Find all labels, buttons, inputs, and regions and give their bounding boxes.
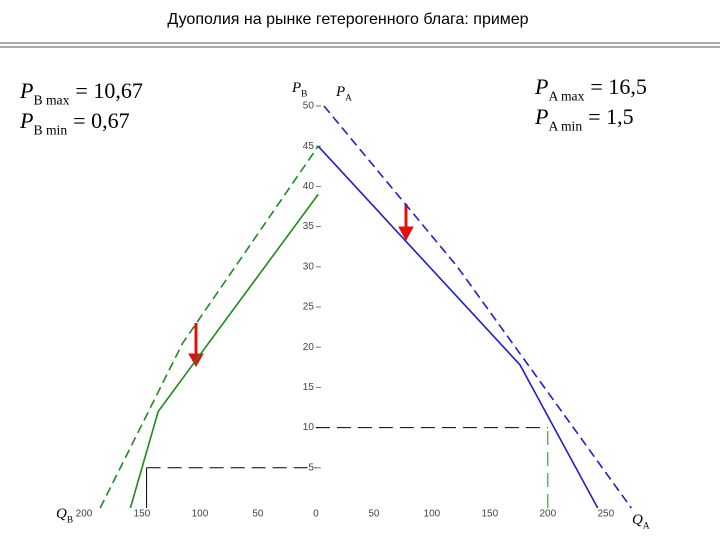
symbol: Q — [56, 506, 67, 522]
axis-label: QB — [56, 506, 73, 526]
annotation: PB min = 0,67 — [19, 108, 130, 138]
subscript: B min — [33, 123, 67, 138]
x-tick-label: 150 — [134, 509, 151, 520]
y-tick-label: 35 — [303, 221, 315, 232]
x-tick-label: 200 — [76, 509, 93, 520]
symbol: P — [19, 78, 33, 103]
annotation-value: = 10,67 — [75, 78, 142, 103]
x-tick-label: 0 — [313, 509, 319, 520]
x-tick-label: 250 — [597, 509, 614, 520]
subscript: A max — [548, 89, 584, 104]
symbol: P — [335, 84, 345, 100]
annotation-value: = 16,5 — [590, 74, 646, 99]
axis-label: PA — [335, 84, 352, 104]
x-tick-label: 50 — [368, 509, 380, 520]
annotation: PA max = 16,5 — [534, 74, 647, 104]
x-tick-label: 100 — [424, 509, 441, 520]
annotation-value: = 0,67 — [73, 108, 129, 133]
x-tick-label: 150 — [482, 509, 499, 520]
y-tick-label: 45 — [303, 141, 315, 152]
y-tick-label: 15 — [303, 382, 315, 393]
subscript: B — [301, 90, 307, 100]
subscript: A — [345, 94, 352, 104]
subscript: B max — [33, 93, 69, 108]
x-tick-label: 200 — [539, 509, 556, 520]
symbol: P — [291, 80, 301, 96]
x-tick-label: 100 — [192, 509, 209, 520]
y-tick-label: 30 — [303, 261, 315, 272]
annotation: PA min = 1,5 — [534, 104, 634, 134]
y-tick-label: 25 — [303, 302, 315, 313]
axis-label: QA — [632, 512, 650, 532]
curve — [99, 145, 319, 509]
symbol: P — [534, 104, 548, 129]
y-tick-label: 20 — [303, 342, 315, 353]
y-tick-label: 50 — [303, 101, 315, 112]
axis-label: PB — [291, 80, 307, 100]
subscript: A min — [548, 119, 582, 134]
x-tick-label: 50 — [252, 509, 264, 520]
symbol: P — [534, 74, 548, 99]
y-tick-label: 5 — [308, 462, 314, 473]
curve — [317, 145, 599, 509]
chart-title: Дуополия на рынке гетерогенного блага: п… — [167, 11, 528, 28]
curve — [129, 193, 319, 509]
y-tick-label: 10 — [303, 422, 315, 433]
annotation: PB max = 10,67 — [19, 78, 143, 108]
annotation-value: = 1,5 — [588, 104, 633, 129]
subscript: A — [643, 522, 650, 532]
subscript: B — [67, 516, 73, 526]
curve — [323, 105, 632, 509]
y-tick-label: 40 — [303, 181, 315, 192]
symbol: Q — [632, 512, 643, 528]
symbol: P — [19, 108, 33, 133]
